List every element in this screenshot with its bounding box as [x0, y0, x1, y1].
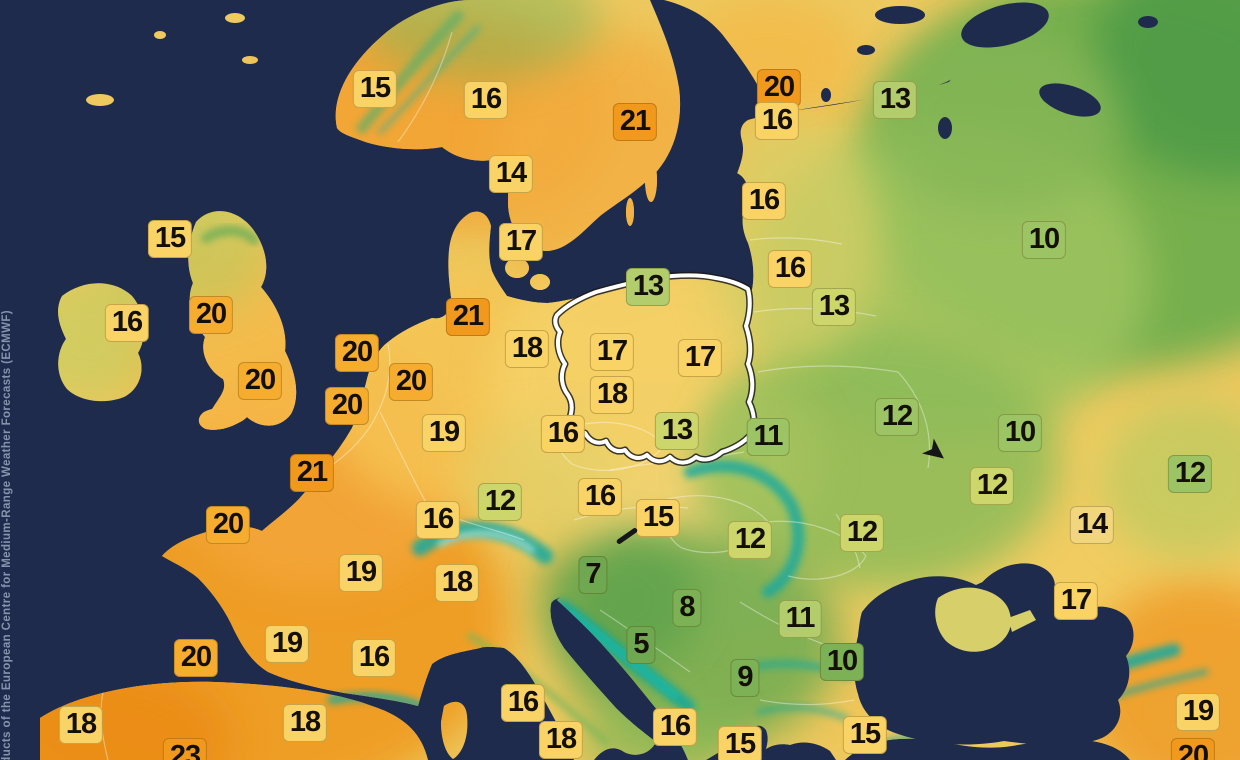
temp-label: 15 — [635, 499, 681, 537]
temp-label: 18 — [538, 721, 584, 759]
temp-label: 20 — [188, 296, 234, 334]
temp-label: 11 — [778, 600, 822, 638]
temp-label: 16 — [754, 102, 800, 140]
temp-label: 13 — [811, 288, 857, 326]
temp-label: 18 — [58, 706, 104, 744]
temp-label: 17 — [1053, 582, 1099, 620]
temp-label: 12 — [839, 514, 885, 552]
temp-label: 14 — [488, 155, 534, 193]
temp-label: 12 — [969, 467, 1015, 505]
temp-label: 17 — [677, 339, 723, 377]
temp-label: 15 — [352, 70, 398, 108]
temp-label: 20 — [237, 362, 283, 400]
temp-label: 17 — [589, 333, 635, 371]
temp-label: 17 — [498, 223, 544, 261]
temp-label: 13 — [872, 81, 918, 119]
temp-label: 16 — [104, 304, 150, 342]
temp-label: 16 — [767, 250, 813, 288]
temp-label: 12 — [727, 521, 773, 559]
temp-label: 19 — [421, 414, 467, 452]
temp-label: 15 — [717, 726, 763, 760]
temp-label: 23 — [162, 738, 208, 760]
temp-label: 16 — [540, 415, 586, 453]
temp-label: 10 — [819, 643, 865, 681]
temp-label: 5 — [626, 626, 656, 664]
temp-label: 16 — [500, 684, 546, 722]
temp-label: 18 — [434, 564, 480, 602]
temp-label: 19 — [264, 625, 310, 663]
temp-label: 20 — [334, 334, 380, 372]
temp-label: 19 — [1175, 693, 1221, 731]
temp-label: 16 — [741, 182, 787, 220]
temp-label: 10 — [1021, 221, 1067, 259]
temp-label: 20 — [1170, 738, 1216, 760]
temp-label: 16 — [415, 501, 461, 539]
temp-label: 13 — [654, 412, 700, 450]
temp-label: 12 — [1167, 455, 1213, 493]
temp-label: 16 — [652, 708, 698, 746]
temp-label: 15 — [147, 220, 193, 258]
temp-label: 8 — [672, 589, 702, 627]
temp-label: 20 — [324, 387, 370, 425]
ecmwf-attribution: ducts of the European Centre for Medium-… — [1, 310, 13, 760]
temp-label: 16 — [577, 478, 623, 516]
temp-label: 11 — [746, 418, 790, 456]
temp-label: 20 — [173, 639, 219, 677]
temp-label: 18 — [504, 330, 550, 368]
wind-arrow-icon: ➤ — [915, 430, 956, 473]
temp-label: 20 — [388, 363, 434, 401]
temp-label: 12 — [874, 398, 920, 436]
wind-dash-icon — [615, 527, 639, 545]
temp-label: 16 — [351, 639, 397, 677]
temp-label: 15 — [842, 716, 888, 754]
temp-label: 10 — [997, 414, 1043, 452]
temp-label: 21 — [289, 454, 335, 492]
poland-border-highlight — [551, 271, 758, 467]
temp-label: 20 — [756, 69, 802, 107]
temp-label: 19 — [338, 554, 384, 592]
temp-label: 18 — [589, 376, 635, 414]
temp-label: 18 — [282, 704, 328, 742]
temp-label: 16 — [463, 81, 509, 119]
temp-label: 9 — [730, 659, 760, 697]
temp-label: 12 — [477, 483, 523, 521]
temp-label: 21 — [445, 298, 491, 336]
temp-label: 20 — [205, 506, 251, 544]
temp-label: 21 — [612, 103, 658, 141]
temp-label: 13 — [625, 268, 671, 306]
temp-label: 14 — [1069, 506, 1115, 544]
temp-label: 7 — [578, 556, 608, 594]
